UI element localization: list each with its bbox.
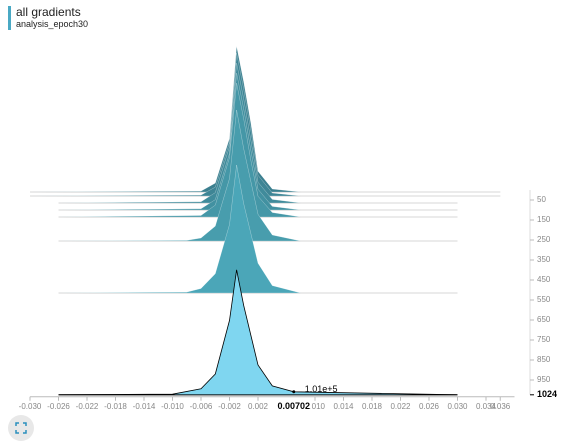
x-tick-label: -0.026 [47, 402, 70, 411]
step-tick-label: 550 [537, 295, 551, 304]
histogram [58, 164, 458, 294]
step-tick-label: 450 [537, 275, 551, 284]
step-tick-label: 750 [537, 335, 551, 344]
histogram [29, 53, 501, 197]
x-tick-label: -0.010 [161, 402, 184, 411]
x-tick-label: -0.030 [19, 402, 42, 411]
histogram [58, 73, 458, 211]
x-tick-label: 0.034 [476, 402, 497, 411]
chart-title: all gradients [16, 5, 81, 19]
histogram [58, 83, 458, 218]
step-tick-label: 650 [537, 315, 551, 324]
step-tick-label: 850 [537, 355, 551, 364]
step-tick-label: 50 [537, 195, 546, 204]
histogram [29, 46, 501, 193]
x-tick-label: -0.006 [190, 402, 213, 411]
x-tick-label: 0.002 [248, 402, 269, 411]
x-tick-label: -0.014 [133, 402, 156, 411]
x-tick-label: -0.018 [104, 402, 127, 411]
hover-x: 0.00702 [277, 401, 310, 411]
x-tick-label: -0.002 [218, 402, 241, 411]
x-tick-label: 0.022 [390, 402, 411, 411]
x-tick-label: 0.014 [333, 402, 354, 411]
x-tick-label: 0.010 [305, 402, 326, 411]
fullscreen-button[interactable] [8, 415, 34, 441]
histogram [58, 63, 458, 204]
step-tick-label: 950 [537, 375, 551, 384]
step-tick-label: 150 [537, 215, 551, 224]
step-tick-label: 350 [537, 255, 551, 264]
hover-dot [292, 390, 296, 394]
step-tick-label: 250 [537, 235, 551, 244]
hover-count: 1.01e+5 [305, 384, 338, 394]
histogram [58, 109, 458, 242]
x-tick-label: 0.030 [447, 402, 468, 411]
hover-x-bg [276, 400, 311, 413]
x-tick-label: -0.022 [76, 402, 99, 411]
histogram [58, 269, 458, 396]
x-tick-label: 0.026 [419, 402, 440, 411]
hover-step: 1024 [537, 389, 557, 399]
title-bar: all gradients analysis_epoch30 [8, 6, 88, 30]
chart-subtitle: analysis_epoch30 [16, 19, 89, 29]
x-tick-label: 0.036 [490, 402, 511, 411]
fullscreen-icon [15, 422, 27, 434]
x-tick-label: 0.018 [362, 402, 383, 411]
